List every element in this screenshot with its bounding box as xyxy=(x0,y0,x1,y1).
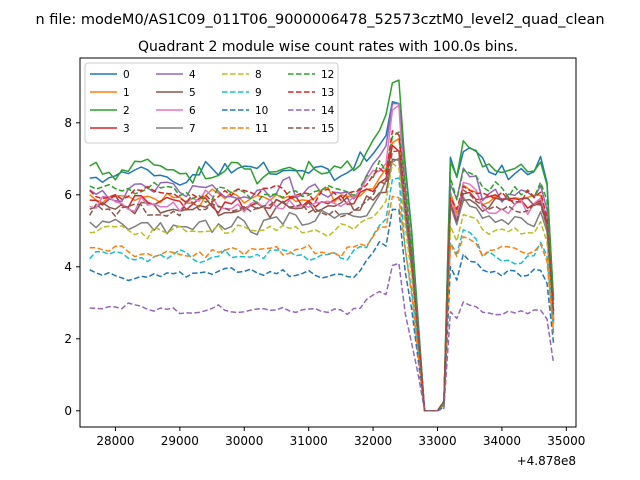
y-tick-label: 2 xyxy=(64,332,72,346)
legend-label-15: 15 xyxy=(321,123,334,135)
x-axis: 28000 29000 30000 31000 32000 33000 34000 35000 xyxy=(96,427,585,448)
legend-label-12: 12 xyxy=(321,69,334,81)
y-tick-label: 8 xyxy=(64,116,72,130)
legend-label-0: 0 xyxy=(123,69,130,81)
legend-label-8: 8 xyxy=(255,69,262,81)
x-tick-label: 28000 xyxy=(96,434,134,448)
series-line-12 xyxy=(89,131,555,412)
x-tick-label: 30000 xyxy=(225,434,263,448)
series-line-13 xyxy=(89,130,555,412)
axes-frame xyxy=(79,57,577,428)
x-tick-label: 35000 xyxy=(547,434,585,448)
legend-label-14: 14 xyxy=(321,105,335,117)
y-tick-label: 0 xyxy=(64,404,72,418)
chart-title: Quadrant 2 module wise count rates with … xyxy=(138,39,518,55)
x-offset-label: +4.878e8 xyxy=(517,454,576,468)
y-tick-label: 4 xyxy=(64,260,72,274)
legend-label-1: 1 xyxy=(123,87,130,99)
legend-box xyxy=(84,62,339,144)
series-layer xyxy=(89,79,555,412)
series-line-15 xyxy=(89,150,555,412)
x-tick-label: 32000 xyxy=(354,434,392,448)
series-line-8 xyxy=(89,162,555,412)
legend-label-7: 7 xyxy=(189,123,196,135)
x-tick-label: 31000 xyxy=(290,434,328,448)
legend-label-6: 6 xyxy=(189,105,196,117)
x-tick-label: 33000 xyxy=(418,434,456,448)
x-tick-label: 29000 xyxy=(161,434,199,448)
series-line-5 xyxy=(89,158,555,412)
series-line-6 xyxy=(89,104,555,412)
series-line-2 xyxy=(89,79,555,412)
legend-label-9: 9 xyxy=(255,87,262,99)
x-tick-label: 34000 xyxy=(483,434,521,448)
legend-label-2: 2 xyxy=(123,105,130,117)
y-axis: 0 2 4 6 8 xyxy=(64,116,80,418)
series-line-10 xyxy=(89,208,555,412)
y-tick-label: 6 xyxy=(64,188,72,202)
legend-label-4: 4 xyxy=(189,69,196,81)
series-line-9 xyxy=(89,177,555,412)
legend-label-3: 3 xyxy=(123,123,130,135)
series-line-11 xyxy=(89,195,555,412)
figure-suptitle: n file: modeM0/AS1C09_011T06_9000006478_… xyxy=(35,12,604,28)
legend-label-5: 5 xyxy=(189,87,196,99)
legend-label-10: 10 xyxy=(255,105,268,117)
legend-label-13: 13 xyxy=(321,87,334,99)
legend-label-11: 11 xyxy=(255,123,268,135)
series-line-14 xyxy=(89,262,555,412)
